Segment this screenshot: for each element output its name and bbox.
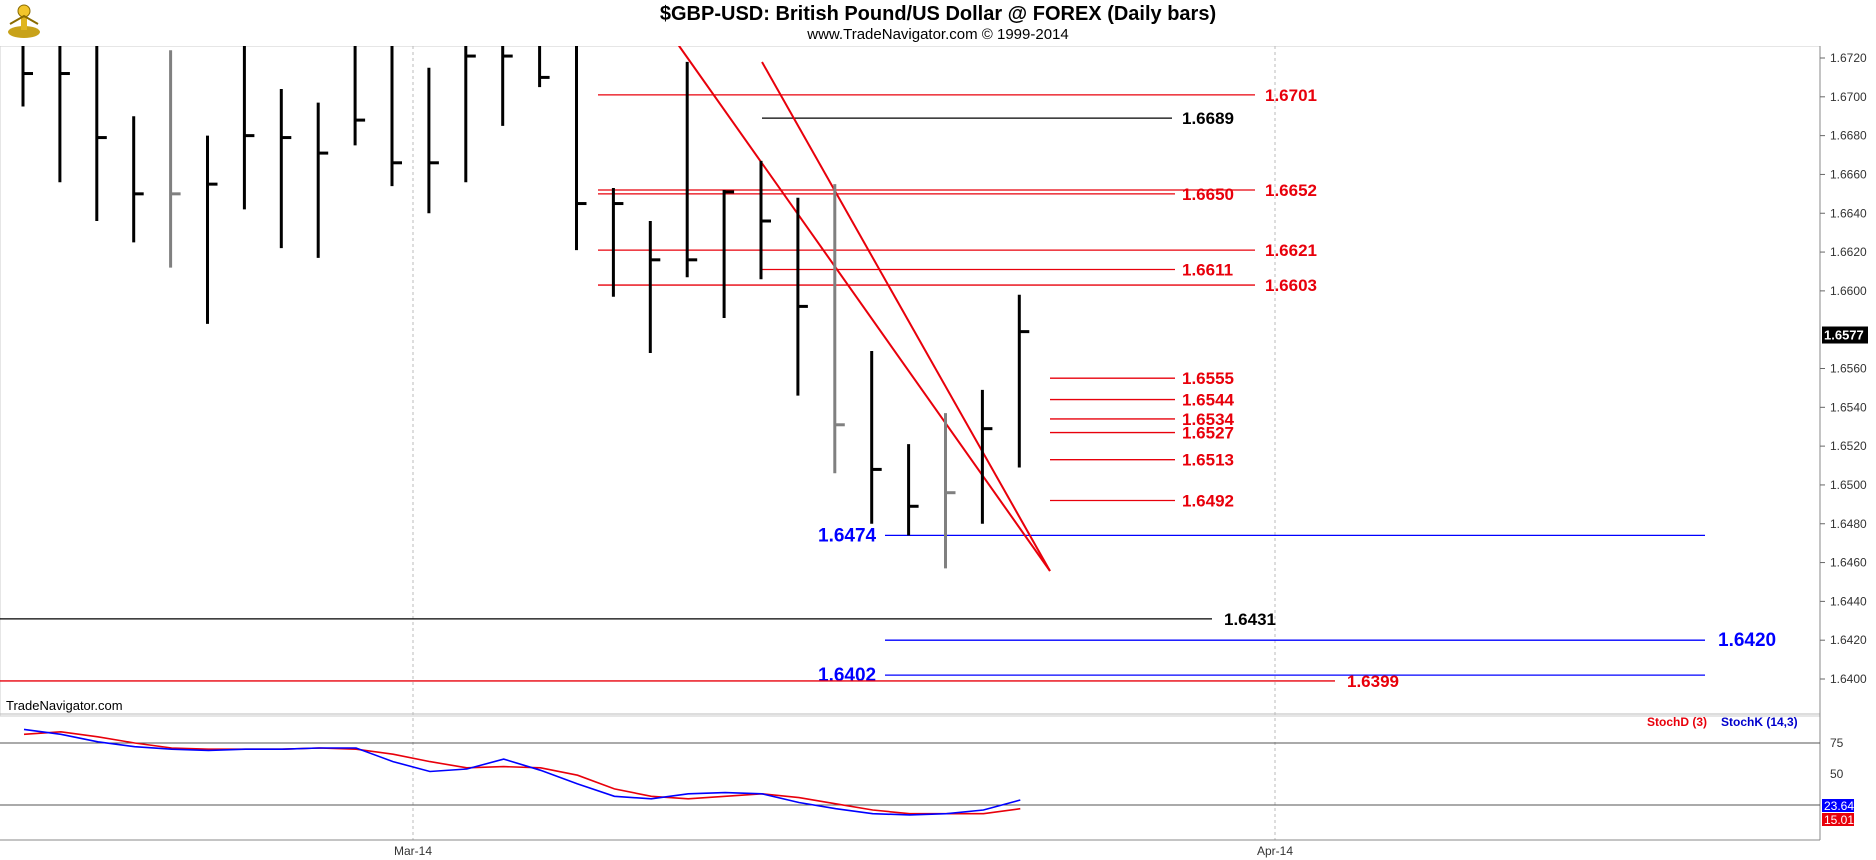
level-label: 1.6689: [1182, 109, 1234, 128]
chart-header: $GBP-USD: British Pound/US Dollar @ FORE…: [0, 0, 1876, 46]
ohlc-bar: [464, 46, 476, 183]
price-tick-label: 1.6660: [1830, 167, 1867, 181]
ohlc-bar: [944, 413, 956, 569]
chart-title: $GBP-USD: British Pound/US Dollar @ FORE…: [659, 3, 1217, 25]
plot-area: [0, 45, 1821, 717]
level-label: 1.6544: [1182, 391, 1235, 410]
price-tick-label: 1.6540: [1830, 400, 1867, 414]
ohlc-bar: [1017, 294, 1030, 468]
level-label: 1.6402: [818, 665, 876, 686]
ohlc-bar: [648, 221, 661, 353]
ohlc-bar: [316, 102, 329, 258]
stochk-legend: StochK (14,3): [1721, 715, 1798, 729]
ohlc-bar: [58, 46, 70, 183]
level-label: 1.6611: [1182, 261, 1233, 280]
chart-grid: [0, 45, 1821, 840]
chart-subtitle: www.TradeNavigator.com © 1999-2014: [807, 26, 1069, 43]
stoch-tick-label: 50: [1830, 767, 1844, 781]
stochd-series: [23, 730, 1021, 815]
price-tick-label: 1.6480: [1830, 517, 1867, 531]
price-tick-label: 1.6620: [1830, 245, 1867, 259]
price-tick-label: 1.6400: [1830, 672, 1867, 686]
ohlc-bar: [796, 197, 808, 396]
level-label: 1.6621: [1265, 241, 1317, 260]
stochk-series: [23, 728, 1021, 816]
price-tick-label: 1.6640: [1830, 206, 1867, 220]
ohlc-bar: [21, 46, 33, 107]
ohlc-bar: [501, 46, 513, 126]
ohlc-bar: [242, 46, 255, 210]
ohlc-bar: [390, 46, 402, 187]
ohlc-bar: [907, 444, 919, 536]
ohlc-bar: [427, 67, 439, 214]
price-tick-label: 1.6600: [1830, 284, 1867, 298]
ohlc-bar: [980, 389, 993, 524]
stochk-last-label: 23.64: [1824, 799, 1854, 813]
price-tick-label: 1.6720: [1830, 51, 1867, 65]
date-label: Apr-14: [1257, 844, 1293, 858]
watermark-text: TradeNavigator.com: [6, 698, 123, 713]
ohlc-bar: [722, 189, 735, 319]
level-label: 1.6603: [1265, 276, 1317, 295]
level-label: 1.6420: [1718, 630, 1776, 651]
price-tick-label: 1.6560: [1830, 362, 1867, 376]
trendline-2: [761, 61, 1051, 572]
level-lines: 1.6701 1.6689 1.6650 1.6652 1.6621 1.6611 1.66…: [0, 86, 1776, 691]
price-tick-label: 1.6700: [1830, 90, 1867, 104]
ohlc-bar: [169, 50, 181, 268]
level-label: 1.6399: [1347, 672, 1399, 691]
price-tick-label: 1.6500: [1830, 478, 1867, 492]
price-tick-label: 1.6420: [1830, 633, 1867, 647]
ohlc-bar: [833, 184, 845, 474]
level-label: 1.6555: [1182, 369, 1234, 388]
ohlc-bar: [759, 160, 771, 280]
level-label: 1.6650: [1182, 185, 1234, 204]
last-price-box: [1822, 326, 1868, 344]
price-axis: 1.6720 1.6700 1.6680 1.6660 1.6640 1.6620 1.66…: [1819, 46, 1868, 840]
ohlc-bar: [538, 46, 550, 88]
ohlc-bar: [353, 46, 366, 146]
ohlc-bar: [279, 89, 292, 249]
level-label: 1.6527: [1182, 424, 1234, 443]
ohlc-bars: [21, 46, 1030, 569]
level-label: 1.6652: [1265, 181, 1317, 200]
last-price-label: 1.6577: [1824, 328, 1864, 343]
level-label: 1.6701: [1265, 86, 1317, 105]
level-label: 1.6492: [1182, 491, 1234, 510]
ohlc-bar: [611, 188, 624, 297]
ohlc-bar: [206, 135, 218, 324]
date-label: Mar-14: [394, 844, 432, 858]
stochd-last-box: [1822, 813, 1854, 826]
price-tick-label: 1.6520: [1830, 439, 1867, 453]
ohlc-bar: [870, 351, 882, 524]
date-axis: Mar-14 Apr-14: [0, 839, 1820, 858]
level-label: 1.6431: [1224, 610, 1276, 629]
price-tick-label: 1.6680: [1830, 129, 1867, 143]
trend-lines: [676, 42, 1051, 572]
ohlc-bar: [132, 116, 144, 243]
level-label: 1.6513: [1182, 451, 1234, 470]
ohlc-bar: [575, 46, 587, 251]
stochd-last-label: 15.01: [1824, 813, 1854, 827]
ohlc-bar: [685, 61, 698, 278]
level-label: 1.6474: [818, 525, 877, 546]
level-label: 1.6534: [1182, 410, 1235, 429]
stoch-tick-label: 75: [1830, 736, 1844, 750]
trendline-1: [676, 42, 1051, 572]
price-tick-label: 1.6460: [1830, 556, 1867, 570]
trade-navigator-logo-icon: [8, 4, 40, 38]
stochd-legend: StochD (3): [1647, 715, 1707, 729]
price-tick-label: 1.6440: [1830, 594, 1867, 608]
stochk-last-box: [1822, 799, 1854, 812]
ohlc-bar: [95, 46, 107, 222]
